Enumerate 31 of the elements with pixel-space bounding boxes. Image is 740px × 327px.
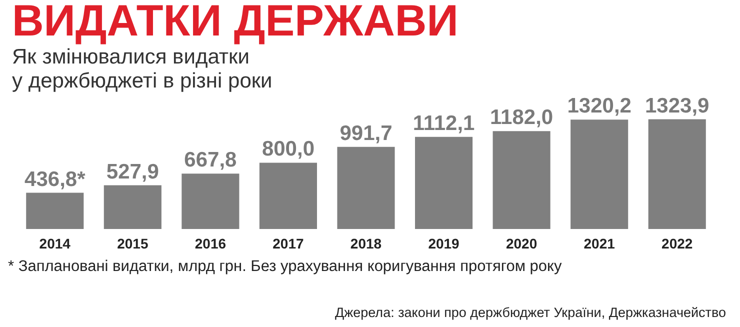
- x-tick-label: 2022: [662, 236, 693, 252]
- bar: [415, 136, 473, 229]
- x-tick-label: 2019: [428, 236, 460, 252]
- bar: [570, 120, 628, 229]
- x-tick-label: 2017: [272, 236, 304, 252]
- x-tick-label: 2015: [117, 236, 148, 252]
- text: * Заплановані видатки, млрд грн. Без урахування коригування протягом року: [8, 258, 562, 276]
- bar: [492, 131, 550, 229]
- data-label: 667,8: [184, 148, 238, 172]
- data-label: 800,0: [262, 138, 315, 161]
- data-label: 991,7: [340, 122, 392, 145]
- bar: [104, 185, 162, 229]
- bar: [648, 119, 706, 229]
- data-label: 436,8*: [24, 168, 86, 191]
- data-label: 1182,0: [490, 106, 554, 130]
- chart-subtitle: Як змінювалися видатки у держбюджеті в різні роки: [12, 45, 272, 92]
- x-tick-label: 2016: [194, 236, 226, 252]
- x-tick-label: 2021: [584, 236, 616, 252]
- bar: [259, 162, 317, 229]
- x-tick-label: 2014: [39, 236, 71, 252]
- bar: [26, 192, 84, 229]
- x-tick-label: 2018: [350, 236, 382, 252]
- x-tick-label: 2020: [506, 236, 538, 252]
- bar: [337, 146, 395, 229]
- data-label: 1112,1: [412, 112, 476, 135]
- text: Джерела: закони про держбюджет України, Держказначейство: [334, 305, 726, 320]
- chart-title: ВИДАТКИ ДЕРЖАВИ: [12, 0, 458, 46]
- data-label: 1320,2: [567, 94, 632, 118]
- data-label: 527,9: [106, 160, 159, 184]
- data-label: 1323,9: [644, 94, 710, 118]
- bar: [182, 174, 240, 229]
